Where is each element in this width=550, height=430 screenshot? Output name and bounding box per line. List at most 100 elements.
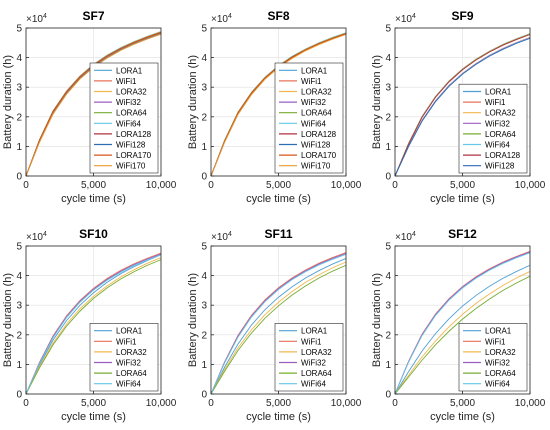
y-tick-label: 1 (16, 360, 22, 371)
y-tick-label: 0 (16, 390, 22, 401)
series-line-lora32 (210, 261, 347, 395)
series-line-lora64 (394, 275, 531, 395)
legend-label-lora32: LORA32 (485, 109, 516, 118)
chart-title: SF7 (82, 9, 104, 23)
legend-label-lora64: LORA64 (301, 109, 332, 118)
x-tick-label: 0 (392, 398, 398, 409)
legend-label-wifi32: WiFi32 (301, 98, 326, 107)
y-tick-label: 5 (201, 242, 207, 253)
legend-label-lora64: LORA64 (485, 130, 516, 139)
x-tick-label: 5,000 (81, 180, 106, 191)
legend-label-wifi32: WiFi32 (485, 119, 510, 128)
legend-label-wifi128: WiFi128 (485, 162, 515, 171)
x-tick-label: 5,000 (266, 180, 291, 191)
y-tick-label: 2 (201, 330, 207, 341)
legend-label-wifi64: WiFi64 (485, 380, 510, 389)
legend-label-lora128: LORA128 (485, 151, 521, 160)
y-tick-label: 3 (16, 301, 22, 312)
legend-label-wifi32: WiFi32 (116, 359, 141, 368)
legend-label-wifi1: WiFi1 (116, 337, 137, 346)
y-tick-label: 5 (16, 242, 22, 253)
legend-label-lora32: LORA32 (116, 88, 147, 97)
y-tick-label: 4 (201, 53, 207, 64)
series-line-wifi64 (394, 252, 531, 395)
y-exponent-label: ×104 (395, 13, 416, 25)
chart-panel-sf11: 0 1 2 3 4 5 0 5,000 10,000 ×104 SF11 cycle time (s)… (187, 227, 362, 423)
legend-label-wifi64: WiFi64 (485, 141, 510, 150)
y-tick-label: 5 (385, 242, 391, 253)
legend-box (458, 83, 528, 174)
y-tick-label: 5 (16, 24, 22, 35)
x-tick-label: 10,000 (515, 398, 546, 409)
y-tick-label: 0 (201, 390, 207, 401)
x-axis-label: cycle time (s) (61, 193, 126, 205)
series-line-lora32 (25, 257, 162, 395)
y-exponent-label: ×104 (26, 231, 47, 243)
y-exponent-label: ×104 (26, 13, 47, 25)
x-tick-label: 0 (208, 398, 214, 409)
legend-label-wifi64: WiFi64 (301, 380, 326, 389)
x-tick-label: 0 (23, 398, 29, 409)
y-tick-label: 4 (16, 53, 22, 64)
chart-title: SF10 (79, 227, 108, 241)
series-line-lora32 (394, 271, 531, 395)
y-tick-label: 3 (201, 301, 207, 312)
y-tick-label: 0 (201, 172, 207, 183)
legend-label-lora1: LORA1 (301, 66, 328, 75)
legend-label-lora170: LORA170 (116, 151, 152, 160)
legend-label-lora170: LORA170 (301, 151, 337, 160)
y-tick-label: 3 (385, 83, 391, 94)
y-tick-label: 4 (16, 271, 22, 282)
y-axis-label: Battery duration (h) (2, 273, 14, 367)
y-tick-label: 0 (385, 390, 391, 401)
y-tick-label: 1 (201, 142, 207, 153)
chart-title: SF9 (451, 9, 473, 23)
y-tick-label: 1 (16, 142, 22, 153)
y-axis-label: Battery duration (h) (187, 55, 199, 149)
legend-label-lora128: LORA128 (116, 130, 152, 139)
legend-label-wifi64: WiFi64 (116, 380, 141, 389)
y-exponent-label: ×104 (211, 13, 232, 25)
legend-label-wifi32: WiFi32 (116, 98, 141, 107)
legend-label-lora1: LORA1 (301, 327, 328, 336)
x-tick-label: 5,000 (266, 398, 291, 409)
series-line-lora1 (25, 254, 162, 395)
x-axis-label: cycle time (s) (61, 411, 126, 423)
y-tick-label: 5 (201, 24, 207, 35)
y-tick-label: 0 (385, 172, 391, 183)
y-tick-label: 4 (385, 271, 391, 282)
legend-box (274, 323, 344, 392)
legend-label-lora64: LORA64 (116, 369, 147, 378)
y-tick-label: 1 (385, 142, 391, 153)
y-tick-label: 2 (16, 112, 22, 123)
legend-label-lora1: LORA1 (485, 88, 512, 97)
chart-panel-sf12: 0 1 2 3 4 5 0 5,000 10,000 ×104 SF12 cycle time (s)… (371, 227, 546, 423)
chart-panel-sf7: 0 1 2 3 4 5 0 5,000 10,000 ×104 SF7 cycle time (s) B… (2, 9, 177, 205)
x-tick-label: 0 (23, 180, 29, 191)
y-tick-label: 0 (16, 172, 22, 183)
y-axis-label: Battery duration (h) (371, 273, 383, 367)
y-tick-label: 4 (201, 271, 207, 282)
legend-label-wifi1: WiFi1 (485, 337, 506, 346)
chart-title: SF8 (267, 9, 289, 23)
y-axis-label: Battery duration (h) (187, 273, 199, 367)
x-axis-label: cycle time (s) (430, 411, 495, 423)
series-line-lora64 (210, 264, 347, 395)
legend-label-wifi128: WiFi128 (116, 141, 146, 150)
y-tick-label: 3 (16, 83, 22, 94)
legend-label-lora64: LORA64 (301, 369, 332, 378)
x-axis-label: cycle time (s) (246, 193, 311, 205)
y-exponent-label: ×104 (395, 231, 416, 243)
legend-label-wifi64: WiFi64 (301, 119, 326, 128)
y-tick-label: 2 (385, 112, 391, 123)
x-tick-label: 10,000 (146, 398, 177, 409)
legend: LORA1WiFi1LORA32WiFi32LORA64WiFi64LORA12… (89, 62, 159, 174)
legend-label-wifi1: WiFi1 (485, 98, 506, 107)
x-tick-label: 10,000 (331, 180, 362, 191)
legend-label-lora32: LORA32 (116, 348, 147, 357)
